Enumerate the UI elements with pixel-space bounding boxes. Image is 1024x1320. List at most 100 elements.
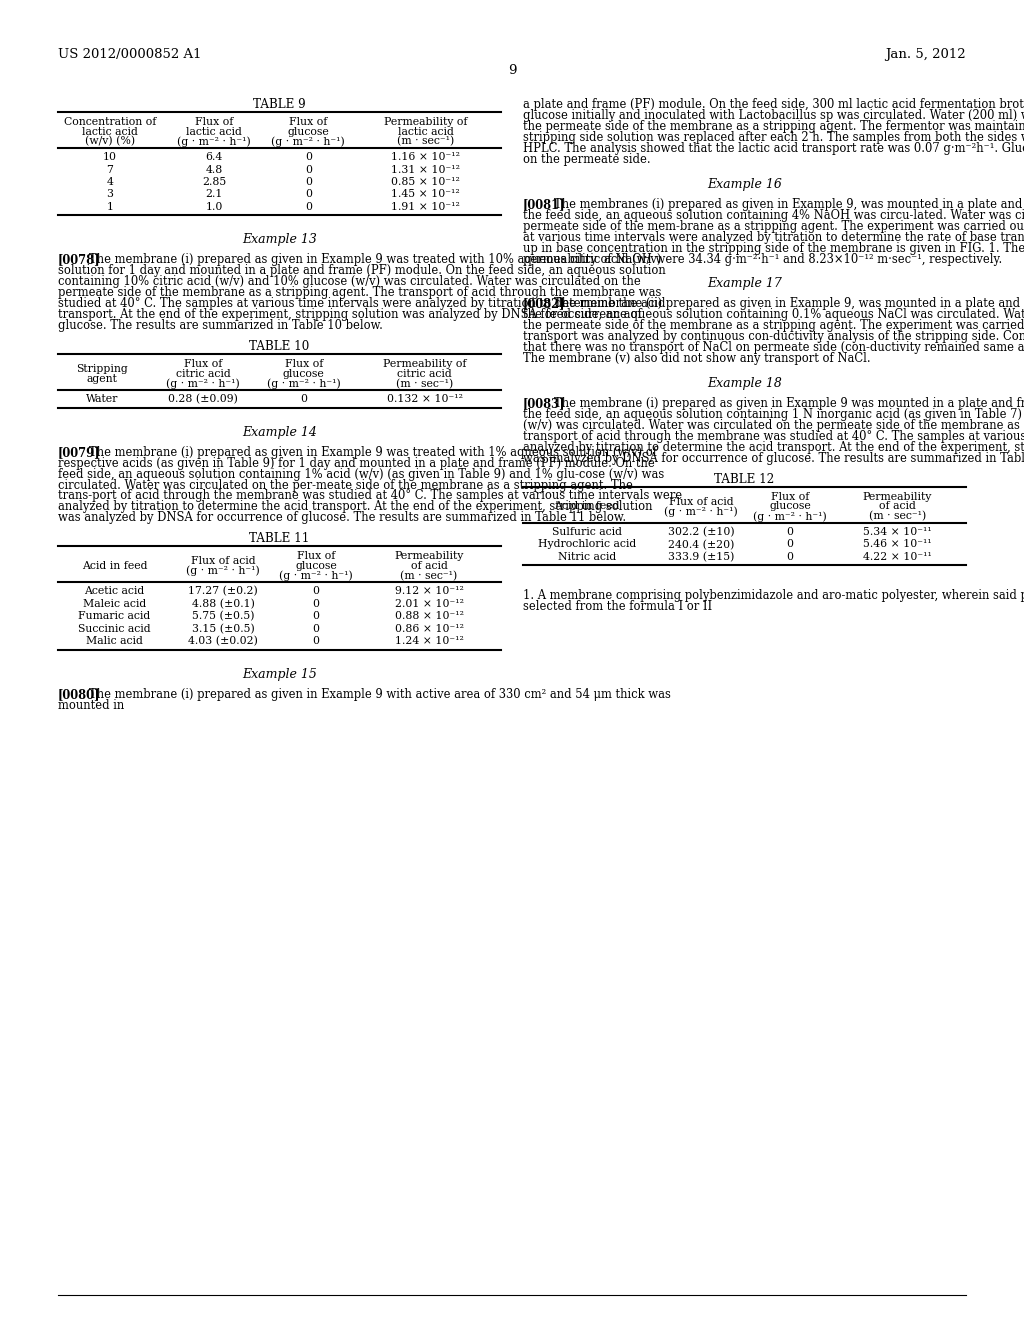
Text: that there was no transport of NaCl on permeate side (con­ductivity remained sam: that there was no transport of NaCl on p… (523, 342, 1024, 354)
Text: 0: 0 (786, 552, 794, 562)
Text: Flux of: Flux of (184, 359, 222, 370)
Text: studied at 40° C. The samples at various time intervals were analyzed by titrati: studied at 40° C. The samples at various… (58, 297, 666, 310)
Text: of acid: of acid (411, 561, 447, 572)
Text: glucose. The results are summarized in Table 10 below.: glucose. The results are summarized in T… (58, 319, 383, 333)
Text: Nitric acid: Nitric acid (558, 552, 616, 562)
Text: 0: 0 (305, 202, 311, 213)
Text: 6.4: 6.4 (206, 152, 223, 162)
Text: TABLE 10: TABLE 10 (250, 341, 309, 354)
Text: 1.31 × 10⁻¹²: 1.31 × 10⁻¹² (391, 165, 460, 174)
Text: 5.46 × 10⁻¹¹: 5.46 × 10⁻¹¹ (863, 540, 932, 549)
Text: [0081]: [0081] (523, 198, 565, 211)
Text: TABLE 11: TABLE 11 (249, 532, 309, 545)
Text: 302.2 (±10): 302.2 (±10) (668, 527, 734, 537)
Text: Stripping: Stripping (77, 364, 128, 374)
Text: 4.22 × 10⁻¹¹: 4.22 × 10⁻¹¹ (863, 552, 932, 562)
Text: [0078]: [0078] (58, 253, 100, 267)
Text: up in base concentration in the stripping side of the membrane is given in FIG. : up in base concentration in the strippin… (523, 242, 1024, 255)
Text: Flux of: Flux of (289, 116, 328, 127)
Text: 1. A membrane comprising polybenzimidazole and aro­matic polyester, wherein said: 1. A membrane comprising polybenzimidazo… (523, 590, 1024, 602)
Text: (g · m⁻² · h⁻¹): (g · m⁻² · h⁻¹) (166, 379, 240, 389)
Text: The membrane (i) prepared as given in Example 9 with active area of 330 cm² and : The membrane (i) prepared as given in Ex… (89, 688, 671, 701)
Text: (g · m⁻² · h⁻¹): (g · m⁻² · h⁻¹) (753, 511, 826, 521)
Text: [0083]: [0083] (523, 397, 565, 411)
Text: 2.01 × 10⁻¹²: 2.01 × 10⁻¹² (394, 599, 464, 609)
Text: 0: 0 (305, 177, 311, 187)
Text: Example 16: Example 16 (707, 178, 782, 190)
Text: citric acid: citric acid (397, 368, 452, 379)
Text: on the permeate side.: on the permeate side. (523, 153, 650, 166)
Text: glucose: glucose (769, 502, 811, 511)
Text: 3: 3 (106, 190, 114, 199)
Text: TABLE 12: TABLE 12 (715, 473, 774, 486)
Text: Concentration of: Concentration of (63, 116, 157, 127)
Text: 0: 0 (786, 540, 794, 549)
Text: Malic acid: Malic acid (86, 636, 143, 647)
Text: Hydrochloric acid: Hydrochloric acid (538, 540, 636, 549)
Text: of acid: of acid (879, 502, 915, 511)
Text: transport. At the end of the experiment, stripping solution was analyzed by DNSA: transport. At the end of the experiment,… (58, 309, 642, 321)
Text: glucose initially and inoculated with Lactobacillus sp was circulated. Water (20: glucose initially and inoculated with La… (523, 110, 1024, 121)
Text: transport of acid through the membrane was studied at 40° C. The samples at vari: transport of acid through the membrane w… (523, 430, 1024, 444)
Text: [0080]: [0080] (58, 688, 100, 701)
Text: (g · m⁻² · h⁻¹): (g · m⁻² · h⁻¹) (186, 566, 260, 577)
Text: 0: 0 (300, 395, 307, 404)
Text: (m · sec⁻¹): (m · sec⁻¹) (868, 511, 926, 521)
Text: respective acids (as given in Table 9) for 1 day and mounted in a plate and fram: respective acids (as given in Table 9) f… (58, 457, 654, 470)
Text: permeability of NaOH were 34.34 g·m⁻²·h⁻¹ and 8.23×10⁻¹² m·sec⁻¹, respectively.: permeability of NaOH were 34.34 g·m⁻²·h⁻… (523, 252, 1002, 265)
Text: 9: 9 (508, 63, 516, 77)
Text: Succinic acid: Succinic acid (78, 624, 151, 634)
Text: 1.45 × 10⁻¹²: 1.45 × 10⁻¹² (391, 190, 460, 199)
Text: Flux of: Flux of (297, 552, 335, 561)
Text: transport was analyzed by continuous con­ductivity analysis of the stripping sid: transport was analyzed by continuous con… (523, 330, 1024, 343)
Text: 0: 0 (312, 599, 319, 609)
Text: permeate side of the membrane as a stripping agent. The transport of acid throug: permeate side of the membrane as a strip… (58, 286, 662, 300)
Text: (g · m⁻² · h⁻¹): (g · m⁻² · h⁻¹) (665, 507, 738, 517)
Text: citric acid: citric acid (176, 368, 230, 379)
Text: The membrane (i) prepared as given in Example 9 was treated with 1% aqueous solu: The membrane (i) prepared as given in Ex… (89, 446, 657, 458)
Text: permeate side of the mem­brane as a stripping agent. The experiment was carried : permeate side of the mem­brane as a stri… (523, 219, 1024, 232)
Text: 0.88 × 10⁻¹²: 0.88 × 10⁻¹² (394, 611, 464, 622)
Text: glucose: glucose (283, 368, 325, 379)
Text: a plate and frame (PF) module. On the feed side, 300 ml lactic acid fermentation: a plate and frame (PF) module. On the fe… (523, 98, 1024, 111)
Text: 1.24 × 10⁻¹²: 1.24 × 10⁻¹² (394, 636, 464, 647)
Text: 0: 0 (305, 165, 311, 174)
Text: Flux of: Flux of (771, 492, 809, 502)
Text: The membrane (i) prepared as given in Example 9 was mounted in a plate and frame: The membrane (i) prepared as given in Ex… (554, 397, 1024, 411)
Text: Example 18: Example 18 (707, 378, 782, 391)
Text: (w/v) (%): (w/v) (%) (85, 136, 135, 147)
Text: feed side, an aqueous solution containing 1% acid (w/v) (as given in Table 9) an: feed side, an aqueous solution containin… (58, 467, 665, 480)
Text: HPLC. The analysis showed that the lactic acid transport rate was 0.07 g·m⁻²h⁻¹.: HPLC. The analysis showed that the lacti… (523, 141, 1024, 154)
Text: The membrane (v) also did not show any transport of NaCl.: The membrane (v) also did not show any t… (523, 352, 870, 366)
Text: Maleic acid: Maleic acid (83, 599, 146, 609)
Text: (g · m⁻² · h⁻¹): (g · m⁻² · h⁻¹) (267, 379, 341, 389)
Text: Flux of acid: Flux of acid (669, 496, 733, 507)
Text: 0: 0 (305, 152, 311, 162)
Text: circulated. Water was circulated on the per­meate side of the membrane as a stri: circulated. Water was circulated on the … (58, 479, 633, 491)
Text: Flux of: Flux of (285, 359, 323, 370)
Text: Acid in feed: Acid in feed (554, 502, 620, 511)
Text: 0: 0 (312, 636, 319, 647)
Text: containing 10% citric acid (w/v) and 10% glucose (w/v) was circulated. Water was: containing 10% citric acid (w/v) and 10%… (58, 276, 641, 288)
Text: Example 13: Example 13 (242, 234, 317, 247)
Text: 3.15 (±0.5): 3.15 (±0.5) (191, 624, 254, 634)
Text: Acetic acid: Acetic acid (84, 586, 144, 597)
Text: Water: Water (86, 395, 119, 404)
Text: Flux of acid: Flux of acid (190, 556, 255, 566)
Text: US 2012/0000852 A1: US 2012/0000852 A1 (58, 48, 202, 61)
Text: trans­port of acid through the membrane was studied at 40° C. The samples at var: trans­port of acid through the membrane … (58, 490, 682, 503)
Text: 0.132 × 10⁻¹²: 0.132 × 10⁻¹² (387, 395, 463, 404)
Text: Example 17: Example 17 (707, 277, 782, 290)
Text: selected from the formula I or II: selected from the formula I or II (523, 601, 712, 614)
Text: stripping side solution was replaced after each 2 h. The samples from both the s: stripping side solution was replaced aft… (523, 131, 1024, 144)
Text: 5.34 × 10⁻¹¹: 5.34 × 10⁻¹¹ (863, 527, 932, 537)
Text: 0: 0 (312, 624, 319, 634)
Text: 4.88 (±0.1): 4.88 (±0.1) (191, 599, 254, 610)
Text: 4: 4 (106, 177, 114, 187)
Text: Example 14: Example 14 (242, 425, 317, 438)
Text: (w/v) was circulated. Water was circulated on the permeate side of the membrane : (w/v) was circulated. Water was circulat… (523, 420, 1024, 432)
Text: 1.91 × 10⁻¹²: 1.91 × 10⁻¹² (391, 202, 460, 213)
Text: Fumaric acid: Fumaric acid (79, 611, 151, 622)
Text: 7: 7 (106, 165, 114, 174)
Text: the feed side, an aqueous solution containing 4% NaOH was circu­lated. Water was: the feed side, an aqueous solution conta… (523, 209, 1024, 222)
